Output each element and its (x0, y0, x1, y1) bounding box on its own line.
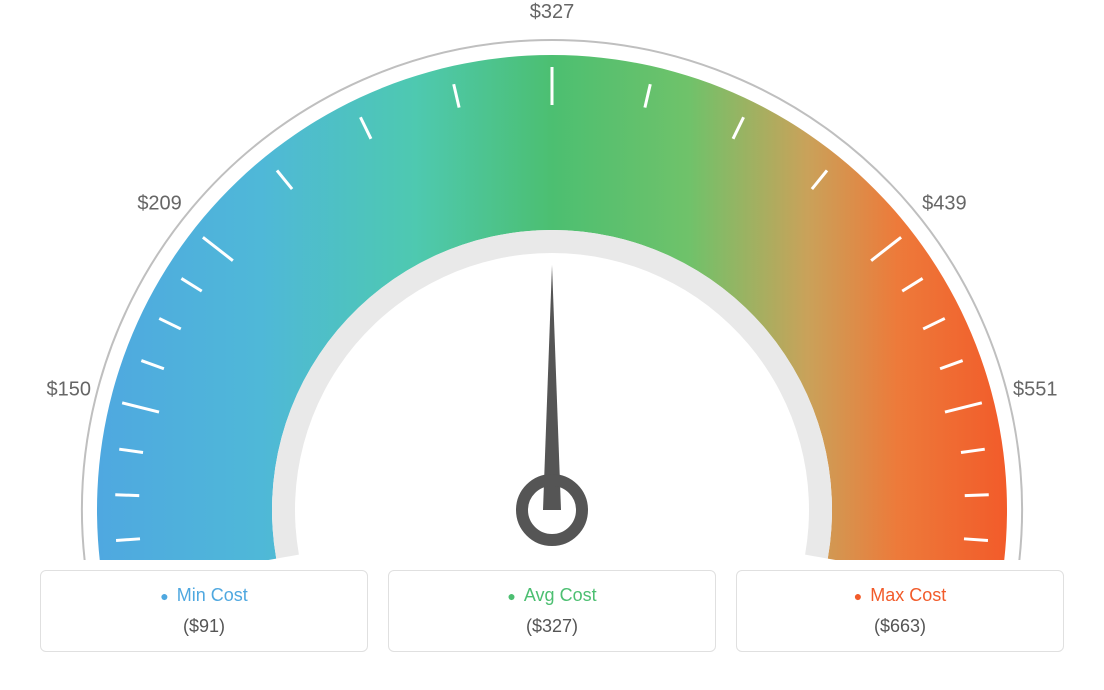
legend-box-min: Min Cost ($91) (40, 570, 368, 652)
gauge-tick (116, 539, 140, 541)
legend-avg-label: Avg Cost (507, 585, 596, 606)
gauge-svg: $91$150$209$327$439$551$663 (0, 0, 1104, 560)
legend-avg-value: ($327) (399, 616, 705, 637)
gauge-tick-label: $439 (922, 192, 967, 214)
legend-row: Min Cost ($91) Avg Cost ($327) Max Cost … (0, 570, 1104, 652)
gauge-tick (964, 539, 988, 541)
gauge-tick (115, 495, 139, 496)
legend-max-label: Max Cost (854, 585, 947, 606)
gauge-tick-label: $551 (1013, 379, 1058, 401)
gauge-tick-label: $327 (530, 1, 575, 23)
legend-box-avg: Avg Cost ($327) (388, 570, 716, 652)
legend-max-value: ($663) (747, 616, 1053, 637)
legend-min-label: Min Cost (160, 585, 247, 606)
gauge-chart: $91$150$209$327$439$551$663 (0, 0, 1104, 560)
gauge-tick-label: $150 (47, 379, 92, 401)
legend-box-max: Max Cost ($663) (736, 570, 1064, 652)
gauge-tick (965, 495, 989, 496)
gauge-tick-label: $209 (137, 192, 182, 214)
legend-min-value: ($91) (51, 616, 357, 637)
gauge-needle (543, 265, 561, 510)
